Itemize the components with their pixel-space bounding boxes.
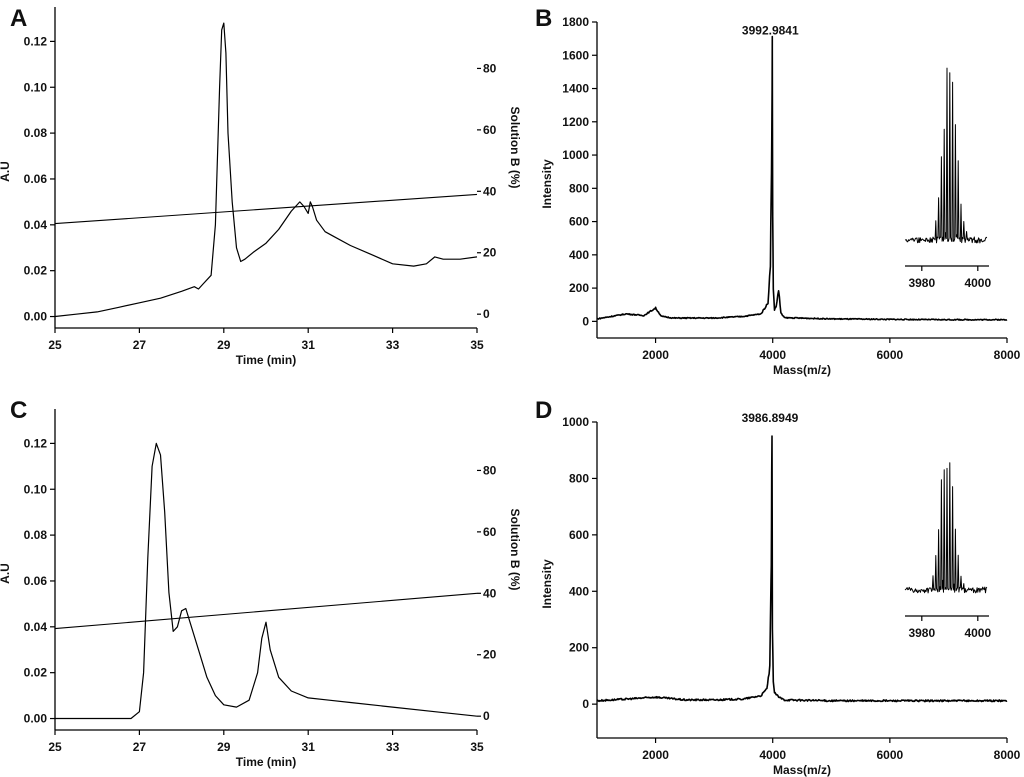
y-axis-title: Intensity — [540, 559, 554, 609]
x-tick-label: 2000 — [642, 748, 669, 762]
x-tick-label: 4000 — [759, 348, 786, 362]
y-tick-label: 0.08 — [24, 126, 48, 140]
panel-label: B — [535, 5, 552, 32]
gradient-line — [54, 592, 478, 630]
x-tick-label: 6000 — [877, 348, 904, 362]
y-tick-label: 200 — [569, 641, 589, 655]
y2-tick-label: 0 — [483, 307, 490, 321]
inset-x-tick-label: 4000 — [964, 276, 991, 290]
x-tick-label: 2000 — [642, 348, 669, 362]
y-tick-label: 1400 — [562, 82, 589, 96]
y-tick-label: 0.00 — [24, 310, 48, 324]
x-tick-label: 33 — [386, 740, 400, 754]
panel-c: C 0.00 0.02 0.04 0.06 0.08 0.10 0.12 25 27 29 31 33 3… — [0, 397, 522, 769]
y2-axis-title: Solution B (%) — [508, 107, 522, 189]
y2-tick-label: 20 — [483, 648, 497, 662]
y-tick-label: 200 — [569, 281, 589, 295]
y2-tick-label: 60 — [483, 123, 497, 137]
y-tick-label: 800 — [569, 471, 589, 485]
inset-isotope-trace — [904, 67, 988, 244]
y2-tick-label: 80 — [483, 463, 497, 477]
y-tick-label: 1200 — [562, 115, 589, 129]
panel-label: D — [535, 397, 552, 424]
panel-a: A 0.00 0.02 0.04 0.06 0.08 0.10 0.12 25 27 29 31 33 3… — [0, 5, 522, 367]
y2-tick-label: 0 — [483, 709, 490, 723]
peak-label: 3986.8949 — [742, 411, 799, 425]
panel-b: B 0 200 400 600 800 1000 1200 1400 1600 1800 2000 40… — [535, 5, 1021, 377]
y-tick-label: 0.02 — [24, 666, 48, 680]
y-axis-title: Intensity — [540, 159, 554, 209]
inset-x-tick-label: 4000 — [964, 626, 991, 640]
y2-tick-label: 40 — [483, 184, 497, 198]
y-tick-label: 400 — [569, 584, 589, 598]
x-tick-label: 35 — [470, 338, 484, 352]
x-tick-label: 31 — [302, 740, 316, 754]
y-tick-label: 1000 — [562, 415, 589, 429]
y-tick-label: 600 — [569, 215, 589, 229]
y-tick-label: 0.08 — [24, 528, 48, 542]
panel-label: A — [10, 5, 27, 32]
y-tick-label: 0.02 — [24, 264, 48, 278]
spectrum-trace — [596, 435, 1008, 703]
x-tick-label: 35 — [470, 740, 484, 754]
panel-d: D 0 200 400 600 800 1000 2000 4000 6000 8000 Mass(m… — [535, 397, 1021, 777]
y-tick-label: 0.00 — [24, 712, 48, 726]
y-tick-label: 0.06 — [24, 574, 48, 588]
x-tick-label: 31 — [302, 338, 316, 352]
panel-label: C — [10, 397, 27, 424]
y-tick-label: 0.10 — [24, 482, 48, 496]
y2-tick-label: 60 — [483, 525, 497, 539]
y2-tick-label: 80 — [483, 61, 497, 75]
y-tick-label: 1600 — [562, 48, 589, 62]
x-tick-label: 8000 — [994, 748, 1021, 762]
x-tick-label: 4000 — [759, 748, 786, 762]
y-tick-label: 0.12 — [24, 34, 48, 48]
x-tick-label: 25 — [48, 338, 62, 352]
y2-tick-label: 40 — [483, 586, 497, 600]
x-axis-title: Mass(m/z) — [773, 763, 831, 777]
y2-tick-label: 20 — [483, 246, 497, 260]
peak-label: 3992.9841 — [742, 24, 799, 38]
y-tick-label: 0 — [582, 314, 589, 328]
inset-isotope-zoom: 3980 4000 — [904, 67, 991, 290]
y-tick-label: 800 — [569, 181, 589, 195]
x-tick-label: 29 — [217, 740, 231, 754]
y-tick-label: 0.10 — [24, 80, 48, 94]
y-tick-label: 600 — [569, 528, 589, 542]
inset-x-tick-label: 3980 — [908, 276, 935, 290]
y-tick-label: 0.04 — [24, 218, 48, 232]
absorbance-trace — [55, 442, 478, 720]
y-tick-label: 400 — [569, 248, 589, 262]
x-axis-title: Time (min) — [236, 755, 296, 769]
x-tick-label: 6000 — [877, 748, 904, 762]
x-tick-label: 8000 — [994, 348, 1021, 362]
y-axis-title: A.U — [0, 161, 12, 182]
x-tick-label: 27 — [133, 740, 147, 754]
spectrum-trace — [596, 35, 1008, 321]
x-axis-title: Mass(m/z) — [773, 363, 831, 377]
y-tick-label: 1800 — [562, 15, 589, 29]
y-tick-label: 0.12 — [24, 436, 48, 450]
y-tick-label: 1000 — [562, 148, 589, 162]
gradient-line — [54, 193, 478, 225]
y-tick-label: 0.04 — [24, 620, 48, 634]
absorbance-trace — [54, 22, 478, 318]
x-tick-label: 29 — [217, 338, 231, 352]
inset-isotope-trace — [904, 462, 988, 594]
inset-isotope-zoom: 3980 4000 — [904, 462, 991, 640]
x-axis-title: Time (min) — [236, 353, 296, 367]
x-tick-label: 25 — [48, 740, 62, 754]
y-axis-title: A.U — [0, 563, 12, 584]
y-tick-label: 0 — [582, 697, 589, 711]
x-tick-label: 33 — [386, 338, 400, 352]
y-tick-label: 0.06 — [24, 172, 48, 186]
y2-axis-title: Solution B (%) — [508, 509, 522, 591]
inset-x-tick-label: 3980 — [908, 626, 935, 640]
x-tick-label: 27 — [133, 338, 147, 352]
